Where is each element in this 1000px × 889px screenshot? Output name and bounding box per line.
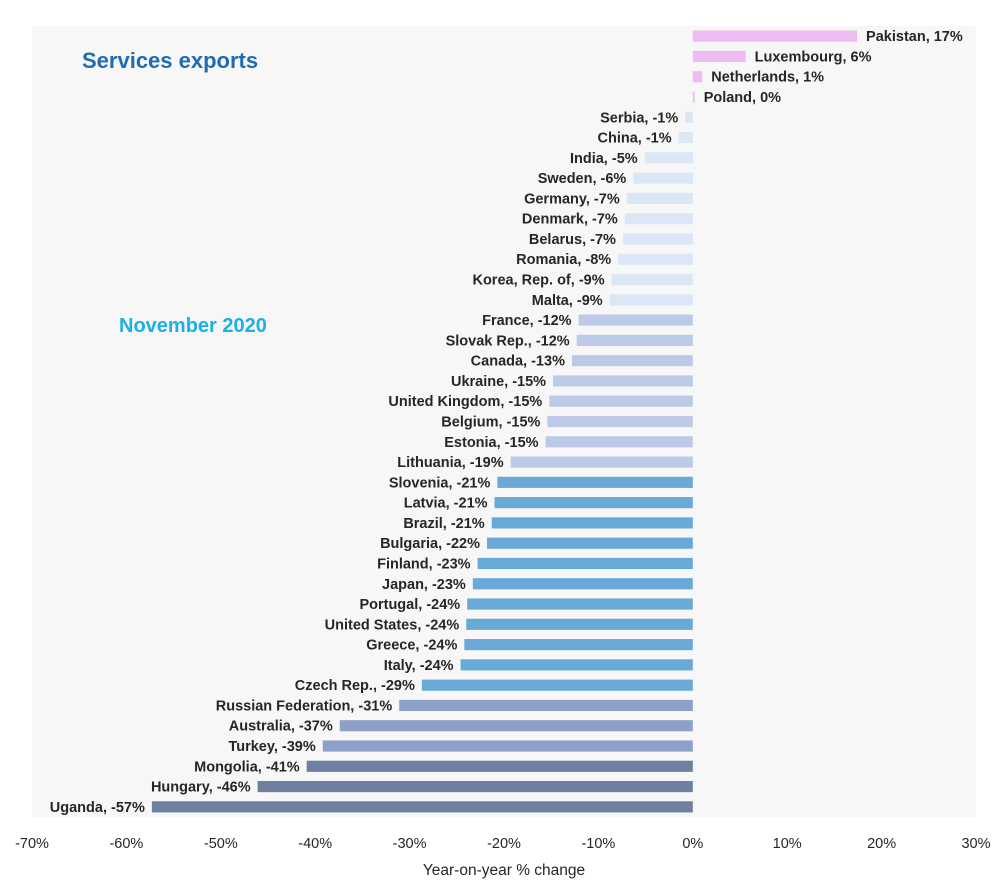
bar-data-label: Australia, -37% [229, 719, 333, 735]
bar [497, 476, 693, 488]
x-tick-label: -60% [109, 836, 143, 852]
bar-data-label: Malta, -9% [532, 293, 603, 309]
bar-data-label: Denmark, -7% [522, 212, 618, 228]
bar-data-label: France, -12% [482, 313, 572, 329]
bar-data-label: Greece, -24% [366, 638, 457, 654]
bar-data-label: Sweden, -6% [538, 171, 627, 187]
x-axis-ticks: -70% -60% -50% -40% -30% -20% -10% 0% 10% 20% 30% [15, 836, 991, 852]
bar-data-label: Belgium, -15% [441, 415, 540, 431]
x-tick-label: 20% [867, 836, 896, 852]
bar-data-label: Netherlands, 1% [711, 70, 824, 86]
bar-data-label: India, -5% [570, 151, 638, 167]
bar-data-label: United Kingdom, -15% [388, 394, 542, 410]
bar [257, 781, 693, 793]
bar-data-label: Lithuania, -19% [397, 455, 503, 471]
bar [339, 720, 693, 732]
bar [322, 740, 693, 752]
bar-data-label: Germany, -7% [524, 191, 620, 207]
x-axis-title: Year-on-year % change [423, 862, 585, 879]
x-tick-label: -30% [393, 836, 427, 852]
bar [472, 578, 693, 590]
bar [624, 213, 693, 225]
bar [609, 294, 693, 306]
x-tick-label: 30% [961, 836, 990, 852]
bar [467, 598, 693, 610]
bar-data-label: Russian Federation, -31% [216, 698, 393, 714]
bar [487, 537, 693, 549]
bar-labels-group: Pakistan, 17% Luxembourg, 6% Netherlands, … [50, 29, 963, 816]
bar [692, 50, 746, 63]
bar-data-label: United States, -24% [325, 617, 460, 633]
x-tick-label: -10% [581, 836, 615, 852]
bar [399, 699, 693, 712]
bar [626, 192, 693, 204]
bar-data-label: Belarus, -7% [529, 232, 616, 248]
bar [578, 314, 693, 326]
bar [306, 760, 693, 772]
bar-data-label: Uganda, -57% [50, 800, 145, 816]
bar-data-label: Latvia, -21% [404, 496, 488, 512]
bar-data-label: Romania, -8% [516, 252, 611, 268]
bar [464, 639, 693, 651]
bar [618, 253, 693, 265]
bar-data-label: Portugal, -24% [359, 597, 460, 613]
chart-title: Services exports [82, 48, 258, 73]
bar-data-label: Serbia, -1% [600, 110, 678, 126]
bar [460, 659, 693, 671]
x-tick-label: -40% [298, 836, 332, 852]
bar-data-label: Pakistan, 17% [866, 29, 963, 45]
bars-group [151, 30, 858, 813]
bar [477, 557, 693, 570]
bar-data-label: Turkey, -39% [228, 739, 315, 755]
bar-data-label: Finland, -23% [377, 556, 471, 572]
x-tick-label: -70% [15, 836, 49, 852]
bar-data-label: Korea, Rep. of, -9% [472, 273, 604, 289]
bar-data-label: Ukraine, -15% [451, 374, 546, 390]
bar [644, 152, 693, 164]
bar-data-label: Poland, 0% [704, 90, 781, 106]
bar-data-label: Slovak Rep., -12% [446, 333, 570, 349]
bar [494, 497, 693, 509]
bar [491, 517, 693, 529]
bar-data-label: Japan, -23% [382, 577, 466, 593]
bar [685, 111, 693, 123]
bar-data-label: Luxembourg, 6% [755, 49, 872, 65]
bar [510, 456, 693, 468]
x-tick-label: -50% [204, 836, 238, 852]
bar [545, 436, 693, 448]
bar-data-label: Italy, -24% [384, 658, 454, 674]
bar-data-label: China, -1% [598, 131, 672, 147]
x-tick-label: -20% [487, 836, 521, 852]
bar [549, 395, 693, 407]
bar [571, 355, 693, 367]
bar [692, 30, 858, 42]
bar-data-label: Czech Rep., -29% [295, 678, 415, 694]
bar [622, 233, 693, 245]
bar [678, 131, 693, 144]
bar [692, 91, 695, 103]
bar [547, 415, 693, 428]
bar [611, 273, 693, 286]
chart-subtitle: November 2020 [119, 315, 267, 337]
bar-data-label: Mongolia, -41% [194, 759, 300, 775]
bar-data-label: Hungary, -46% [151, 780, 251, 796]
bar-data-label: Slovenia, -21% [389, 475, 491, 491]
bar-data-label: Estonia, -15% [444, 435, 538, 451]
bar [692, 71, 703, 83]
bar [576, 334, 693, 346]
bar-data-label: Bulgaria, -22% [380, 536, 480, 552]
x-tick-label: 10% [773, 836, 802, 852]
bar [421, 679, 693, 691]
bar [466, 618, 693, 630]
bar [553, 375, 693, 387]
bar-data-label: Brazil, -21% [403, 516, 484, 532]
bar [633, 172, 693, 184]
x-tick-label: 0% [682, 836, 703, 852]
bar [151, 801, 693, 813]
bar-data-label: Canada, -13% [471, 354, 565, 370]
